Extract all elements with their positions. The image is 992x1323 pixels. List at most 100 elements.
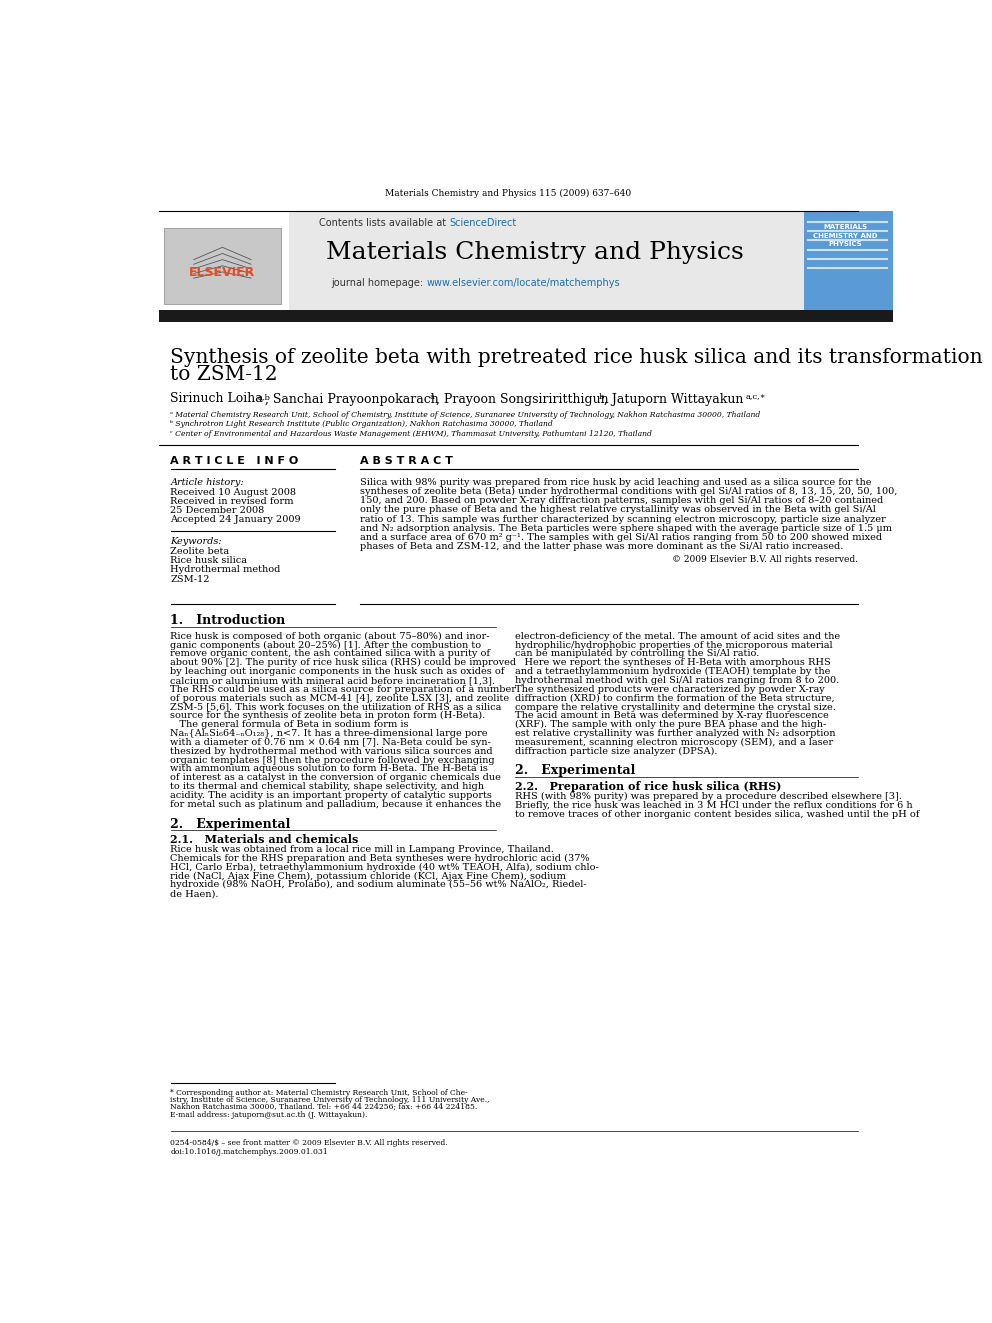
Text: organic templates [8] then the procedure followed by exchanging: organic templates [8] then the procedure… xyxy=(171,755,495,765)
Text: 2.   Experimental: 2. Experimental xyxy=(171,818,291,831)
Bar xyxy=(804,212,893,311)
Text: Rice husk is composed of both organic (about 75–80%) and inor-: Rice husk is composed of both organic (a… xyxy=(171,631,490,640)
Text: , Prayoon Songsiriritthigun: , Prayoon Songsiriritthigun xyxy=(435,393,608,406)
Text: Naₙ{AlₙSi₆64₋ₙO₁₂₈}, n<7. It has a three-dimensional large pore: Naₙ{AlₙSi₆64₋ₙO₁₂₈}, n<7. It has a three… xyxy=(171,729,488,738)
Text: 150, and 200. Based on powder X-ray diffraction patterns, samples with gel Si/Al: 150, and 200. Based on powder X-ray diff… xyxy=(360,496,884,505)
Text: about 90% [2]. The purity of rice husk silica (RHS) could be improved: about 90% [2]. The purity of rice husk s… xyxy=(171,658,517,667)
Text: Accepted 24 January 2009: Accepted 24 January 2009 xyxy=(171,516,302,524)
Text: E-mail address: jatuporn@sut.ac.th (J. Wittayakun).: E-mail address: jatuporn@sut.ac.th (J. W… xyxy=(171,1111,368,1119)
Text: a,c,∗: a,c,∗ xyxy=(746,393,766,401)
Text: 2.2.   Preparation of rice husk silica (RHS): 2.2. Preparation of rice husk silica (RH… xyxy=(516,781,782,791)
Text: , Jatuporn Wittayakun: , Jatuporn Wittayakun xyxy=(604,393,744,406)
Text: diffraction (XRD) to confirm the formation of the Beta structure,: diffraction (XRD) to confirm the formati… xyxy=(516,693,835,703)
Text: ganic components (about 20–25%) [1]. After the combustion to: ganic components (about 20–25%) [1]. Aft… xyxy=(171,640,482,650)
Text: electron-deficiency of the metal. The amount of acid sites and the: electron-deficiency of the metal. The am… xyxy=(516,631,840,640)
Text: of porous materials such as MCM-41 [4], zeolite LSX [3], and zeolite: of porous materials such as MCM-41 [4], … xyxy=(171,693,510,703)
Bar xyxy=(159,212,289,311)
Text: Rice husk silica: Rice husk silica xyxy=(171,556,247,565)
Text: and a surface area of 670 m² g⁻¹. The samples with gel Si/Al ratios ranging from: and a surface area of 670 m² g⁻¹. The sa… xyxy=(360,533,883,542)
Text: The general formula of Beta in sodium form is: The general formula of Beta in sodium fo… xyxy=(171,720,409,729)
Text: The acid amount in Beta was determined by X-ray fluorescence: The acid amount in Beta was determined b… xyxy=(516,712,829,720)
Text: Rice husk was obtained from a local rice mill in Lampang Province, Thailand.: Rice husk was obtained from a local rice… xyxy=(171,845,555,853)
Text: Briefly, the rice husk was leached in 3 M HCl under the reflux conditions for 6 : Briefly, the rice husk was leached in 3 … xyxy=(516,800,913,810)
Text: ZSM-12: ZSM-12 xyxy=(171,574,210,583)
Text: ZSM-5 [5,6]. This work focuses on the utilization of RHS as a silica: ZSM-5 [5,6]. This work focuses on the ut… xyxy=(171,703,502,712)
Text: can be manipulated by controlling the Si/Al ratio.: can be manipulated by controlling the Si… xyxy=(516,650,760,659)
Text: Sirinuch Loiha: Sirinuch Loiha xyxy=(171,393,263,406)
Text: 1.   Introduction: 1. Introduction xyxy=(171,614,286,627)
Text: Here we report the syntheses of H-Beta with amorphous RHS: Here we report the syntheses of H-Beta w… xyxy=(516,659,831,667)
Text: a,b: a,b xyxy=(257,393,270,401)
Text: with ammonium aqueous solution to form H-Beta. The H-Beta is: with ammonium aqueous solution to form H… xyxy=(171,765,488,774)
Text: 0254-0584/$ – see front matter © 2009 Elsevier B.V. All rights reserved.: 0254-0584/$ – see front matter © 2009 El… xyxy=(171,1139,448,1147)
Text: compare the relative crystallinity and determine the crystal size.: compare the relative crystallinity and d… xyxy=(516,703,836,712)
Text: ELSEVIER: ELSEVIER xyxy=(189,266,256,279)
Text: ᵃ Material Chemistry Research Unit, School of Chemistry, Institute of Science, S: ᵃ Material Chemistry Research Unit, Scho… xyxy=(171,411,761,419)
Text: ratio of 13. This sample was further characterized by scanning electron microsco: ratio of 13. This sample was further cha… xyxy=(360,515,886,524)
Text: by leaching out inorganic components in the husk such as oxides of: by leaching out inorganic components in … xyxy=(171,667,505,676)
Text: to its thermal and chemical stability, shape selectivity, and high: to its thermal and chemical stability, s… xyxy=(171,782,484,791)
Text: of interest as a catalyst in the conversion of organic chemicals due: of interest as a catalyst in the convers… xyxy=(171,774,501,782)
Text: ᶜ Center of Environmental and Hazardous Waste Management (EHWM), Thammasat Unive: ᶜ Center of Environmental and Hazardous … xyxy=(171,430,653,438)
Text: hydrophilic/hydrophobic properties of the microporous material: hydrophilic/hydrophobic properties of th… xyxy=(516,640,833,650)
Text: Keywords:: Keywords: xyxy=(171,537,222,546)
Bar xyxy=(159,212,856,311)
Text: source for the synthesis of zeolite beta in proton form (H-Beta).: source for the synthesis of zeolite beta… xyxy=(171,712,486,721)
Text: MATERIALS
CHEMISTRY AND
PHYSICS: MATERIALS CHEMISTRY AND PHYSICS xyxy=(813,225,878,247)
Text: thesized by hydrothermal method with various silica sources and: thesized by hydrothermal method with var… xyxy=(171,746,493,755)
Text: phases of Beta and ZSM-12, and the latter phase was more dominant as the Si/Al r: phases of Beta and ZSM-12, and the latte… xyxy=(360,542,844,552)
Text: 2.   Experimental: 2. Experimental xyxy=(516,765,636,778)
Text: Synthesis of zeolite beta with pretreated rice husk silica and its transformatio: Synthesis of zeolite beta with pretreate… xyxy=(171,348,983,366)
Text: Article history:: Article history: xyxy=(171,478,244,487)
Text: for metal such as platinum and palladium, because it enhances the: for metal such as platinum and palladium… xyxy=(171,800,502,808)
Text: Chemicals for the RHS preparation and Beta syntheses were hydrochloric acid (37%: Chemicals for the RHS preparation and Be… xyxy=(171,853,590,863)
Text: , Sanchai Prayoonpokarach: , Sanchai Prayoonpokarach xyxy=(265,393,438,406)
Text: 25 December 2008: 25 December 2008 xyxy=(171,507,265,515)
Text: istry, Institute of Science, Suranaree University of Technology, 111 University : istry, Institute of Science, Suranaree U… xyxy=(171,1095,490,1103)
Text: syntheses of zeolite beta (Beta) under hydrothermal conditions with gel Si/Al ra: syntheses of zeolite beta (Beta) under h… xyxy=(360,487,898,496)
Text: hydroxide (98% NaOH, Prolabo), and sodium aluminate (55–56 wt% NaAlO₂, Riedel-: hydroxide (98% NaOH, Prolabo), and sodiu… xyxy=(171,880,587,889)
Text: Nakhon Ratchasima 30000, Thailand. Tel: +66 44 224256; fax: +66 44 224185.: Nakhon Ratchasima 30000, Thailand. Tel: … xyxy=(171,1102,478,1110)
Text: journal homepage:: journal homepage: xyxy=(331,279,427,288)
Text: Hydrothermal method: Hydrothermal method xyxy=(171,565,281,574)
Text: acidity. The acidity is an important property of catalytic supports: acidity. The acidity is an important pro… xyxy=(171,791,492,800)
Text: www.elsevier.com/locate/matchemphys: www.elsevier.com/locate/matchemphys xyxy=(427,279,620,288)
Bar xyxy=(165,228,281,303)
Text: A R T I C L E   I N F O: A R T I C L E I N F O xyxy=(171,455,299,466)
Text: HCl, Carlo Erba), tetraethylammonium hydroxide (40 wt% TEAOH, Alfa), sodium chlo: HCl, Carlo Erba), tetraethylammonium hyd… xyxy=(171,863,599,872)
Text: to remove traces of other inorganic content besides silica, washed until the pH : to remove traces of other inorganic cont… xyxy=(516,810,920,819)
Text: A B S T R A C T: A B S T R A C T xyxy=(360,455,453,466)
Text: calcium or aluminium with mineral acid before incineration [1,3].: calcium or aluminium with mineral acid b… xyxy=(171,676,496,685)
Text: ScienceDirect: ScienceDirect xyxy=(449,218,517,229)
Text: RHS (with 98% purity) was prepared by a procedure described elsewhere [3].: RHS (with 98% purity) was prepared by a … xyxy=(516,791,903,800)
Text: est relative crystallinity was further analyzed with N₂ adsorption: est relative crystallinity was further a… xyxy=(516,729,836,738)
Bar xyxy=(159,311,893,321)
Text: Zeolite beta: Zeolite beta xyxy=(171,546,229,556)
Text: (XRF). The sample with only the pure BEA phase and the high-: (XRF). The sample with only the pure BEA… xyxy=(516,720,826,729)
Text: The synthesized products were characterized by powder X-ray: The synthesized products were characteri… xyxy=(516,685,825,693)
Text: Silica with 98% purity was prepared from rice husk by acid leaching and used as : Silica with 98% purity was prepared from… xyxy=(360,478,872,487)
Text: diffraction particle size analyzer (DPSA).: diffraction particle size analyzer (DPSA… xyxy=(516,746,718,755)
Text: de Haen).: de Haen). xyxy=(171,889,219,898)
Text: Materials Chemistry and Physics 115 (2009) 637–640: Materials Chemistry and Physics 115 (200… xyxy=(385,189,632,198)
Text: Materials Chemistry and Physics: Materials Chemistry and Physics xyxy=(326,241,744,265)
Text: © 2009 Elsevier B.V. All rights reserved.: © 2009 Elsevier B.V. All rights reserved… xyxy=(672,554,858,564)
Text: The RHS could be used as a silica source for preparation of a number: The RHS could be used as a silica source… xyxy=(171,685,517,693)
Text: only the pure phase of Beta and the highest relative crystallinity was observed : only the pure phase of Beta and the high… xyxy=(360,505,876,515)
Text: Received in revised form: Received in revised form xyxy=(171,497,294,505)
Text: 2.1.   Materials and chemicals: 2.1. Materials and chemicals xyxy=(171,833,359,845)
Text: and N₂ adsorption analysis. The Beta particles were sphere shaped with the avera: and N₂ adsorption analysis. The Beta par… xyxy=(360,524,893,533)
Text: to ZSM-12: to ZSM-12 xyxy=(171,365,278,384)
Text: a: a xyxy=(431,393,435,401)
Text: remove organic content, the ash contained silica with a purity of: remove organic content, the ash containe… xyxy=(171,650,490,659)
Text: ᵇ Synchrotron Light Research Institute (Public Organization), Nakhon Ratchasima : ᵇ Synchrotron Light Research Institute (… xyxy=(171,421,554,429)
Text: hydrothermal method with gel Si/Al ratios ranging from 8 to 200.: hydrothermal method with gel Si/Al ratio… xyxy=(516,676,839,685)
Text: measurement, scanning electron microscopy (SEM), and a laser: measurement, scanning electron microscop… xyxy=(516,738,833,747)
Text: and a tetraethylammonium hydroxide (TEAOH) template by the: and a tetraethylammonium hydroxide (TEAO… xyxy=(516,667,830,676)
Text: Contents lists available at: Contents lists available at xyxy=(319,218,449,229)
Text: with a diameter of 0.76 nm × 0.64 nm [7]. Na-Beta could be syn-: with a diameter of 0.76 nm × 0.64 nm [7]… xyxy=(171,738,491,747)
Text: ride (NaCl, Ajax Fine Chem), potassium chloride (KCl, Ajax Fine Chem), sodium: ride (NaCl, Ajax Fine Chem), potassium c… xyxy=(171,872,566,881)
Text: doi:10.1016/j.matchemphys.2009.01.031: doi:10.1016/j.matchemphys.2009.01.031 xyxy=(171,1148,328,1156)
Text: Received 10 August 2008: Received 10 August 2008 xyxy=(171,488,297,496)
Text: * Corresponding author at: Material Chemistry Research Unit, School of Che-: * Corresponding author at: Material Chem… xyxy=(171,1089,468,1097)
